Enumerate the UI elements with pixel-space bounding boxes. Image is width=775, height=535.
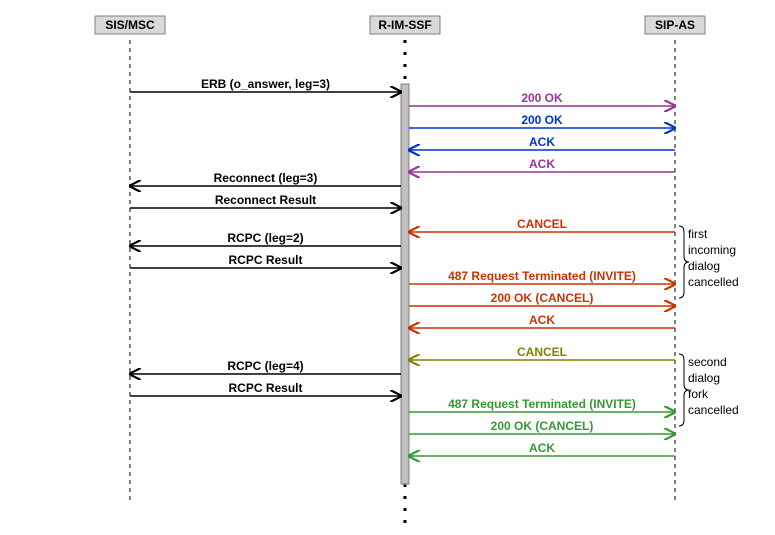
note-1: second dialog fork cancelled	[679, 354, 739, 426]
note-text: cancelled	[688, 403, 739, 417]
message-18: ACK	[409, 441, 675, 456]
message-10: 487 Request Terminated (INVITE)	[409, 269, 675, 284]
message-5: Reconnect (leg=3)	[130, 171, 401, 186]
note-text: second	[688, 355, 727, 369]
message-8: RCPC (leg=2)	[130, 231, 401, 246]
note-0: first incoming dialog cancelled	[679, 226, 739, 298]
sequence-diagram: SIS/MSC R-IM-SSF SIP-AS ERB (o_answer, leg=…	[0, 0, 775, 535]
message-label: ACK	[529, 441, 555, 455]
lifeline-label: SIP-AS	[655, 18, 695, 32]
lifeline-sis: SIS/MSC	[95, 16, 165, 500]
message-label: RCPC Result	[228, 253, 302, 267]
message-2: 200 OK	[409, 113, 675, 128]
message-label: 487 Request Terminated (INVITE)	[448, 269, 636, 283]
message-16: 487 Request Terminated (INVITE)	[409, 397, 675, 412]
lifeline-label: SIS/MSC	[105, 18, 155, 32]
message-6: Reconnect Result	[130, 193, 401, 208]
note-text: dialog	[688, 259, 720, 273]
lifeline-sipas: SIP-AS	[645, 16, 705, 500]
message-0: ERB (o_answer, leg=3)	[130, 77, 401, 92]
message-label: ACK	[529, 157, 555, 171]
message-label: 200 OK (CANCEL)	[491, 419, 594, 433]
message-label: CANCEL	[517, 217, 567, 231]
message-label: CANCEL	[517, 345, 567, 359]
message-label: Reconnect (leg=3)	[214, 171, 318, 185]
note-text: incoming	[688, 243, 736, 257]
message-label: ERB (o_answer, leg=3)	[201, 77, 330, 91]
message-3: ACK	[409, 135, 675, 150]
message-13: CANCEL	[409, 345, 675, 360]
message-9: RCPC Result	[130, 253, 401, 268]
message-11: 200 OK (CANCEL)	[409, 291, 675, 306]
note-text: dialog	[688, 371, 720, 385]
message-label: RCPC Result	[228, 381, 302, 395]
message-label: 200 OK	[521, 91, 563, 105]
note-text: first	[688, 227, 708, 241]
message-label: 200 OK (CANCEL)	[491, 291, 594, 305]
message-7: CANCEL	[409, 217, 675, 232]
activation-bar	[401, 84, 409, 484]
message-14: RCPC (leg=4)	[130, 359, 401, 374]
lifeline-label: R-IM-SSF	[378, 18, 431, 32]
message-label: 487 Request Terminated (INVITE)	[448, 397, 636, 411]
message-label: 200 OK	[521, 113, 563, 127]
note-text: fork	[688, 387, 709, 401]
message-1: 200 OK	[409, 91, 675, 106]
message-label: ACK	[529, 135, 555, 149]
message-label: RCPC (leg=4)	[227, 359, 303, 373]
message-label: RCPC (leg=2)	[227, 231, 303, 245]
message-label: ACK	[529, 313, 555, 327]
message-17: 200 OK (CANCEL)	[409, 419, 675, 434]
message-4: ACK	[409, 157, 675, 172]
message-label: Reconnect Result	[215, 193, 316, 207]
message-12: ACK	[409, 313, 675, 328]
note-text: cancelled	[688, 275, 739, 289]
message-15: RCPC Result	[130, 381, 401, 396]
